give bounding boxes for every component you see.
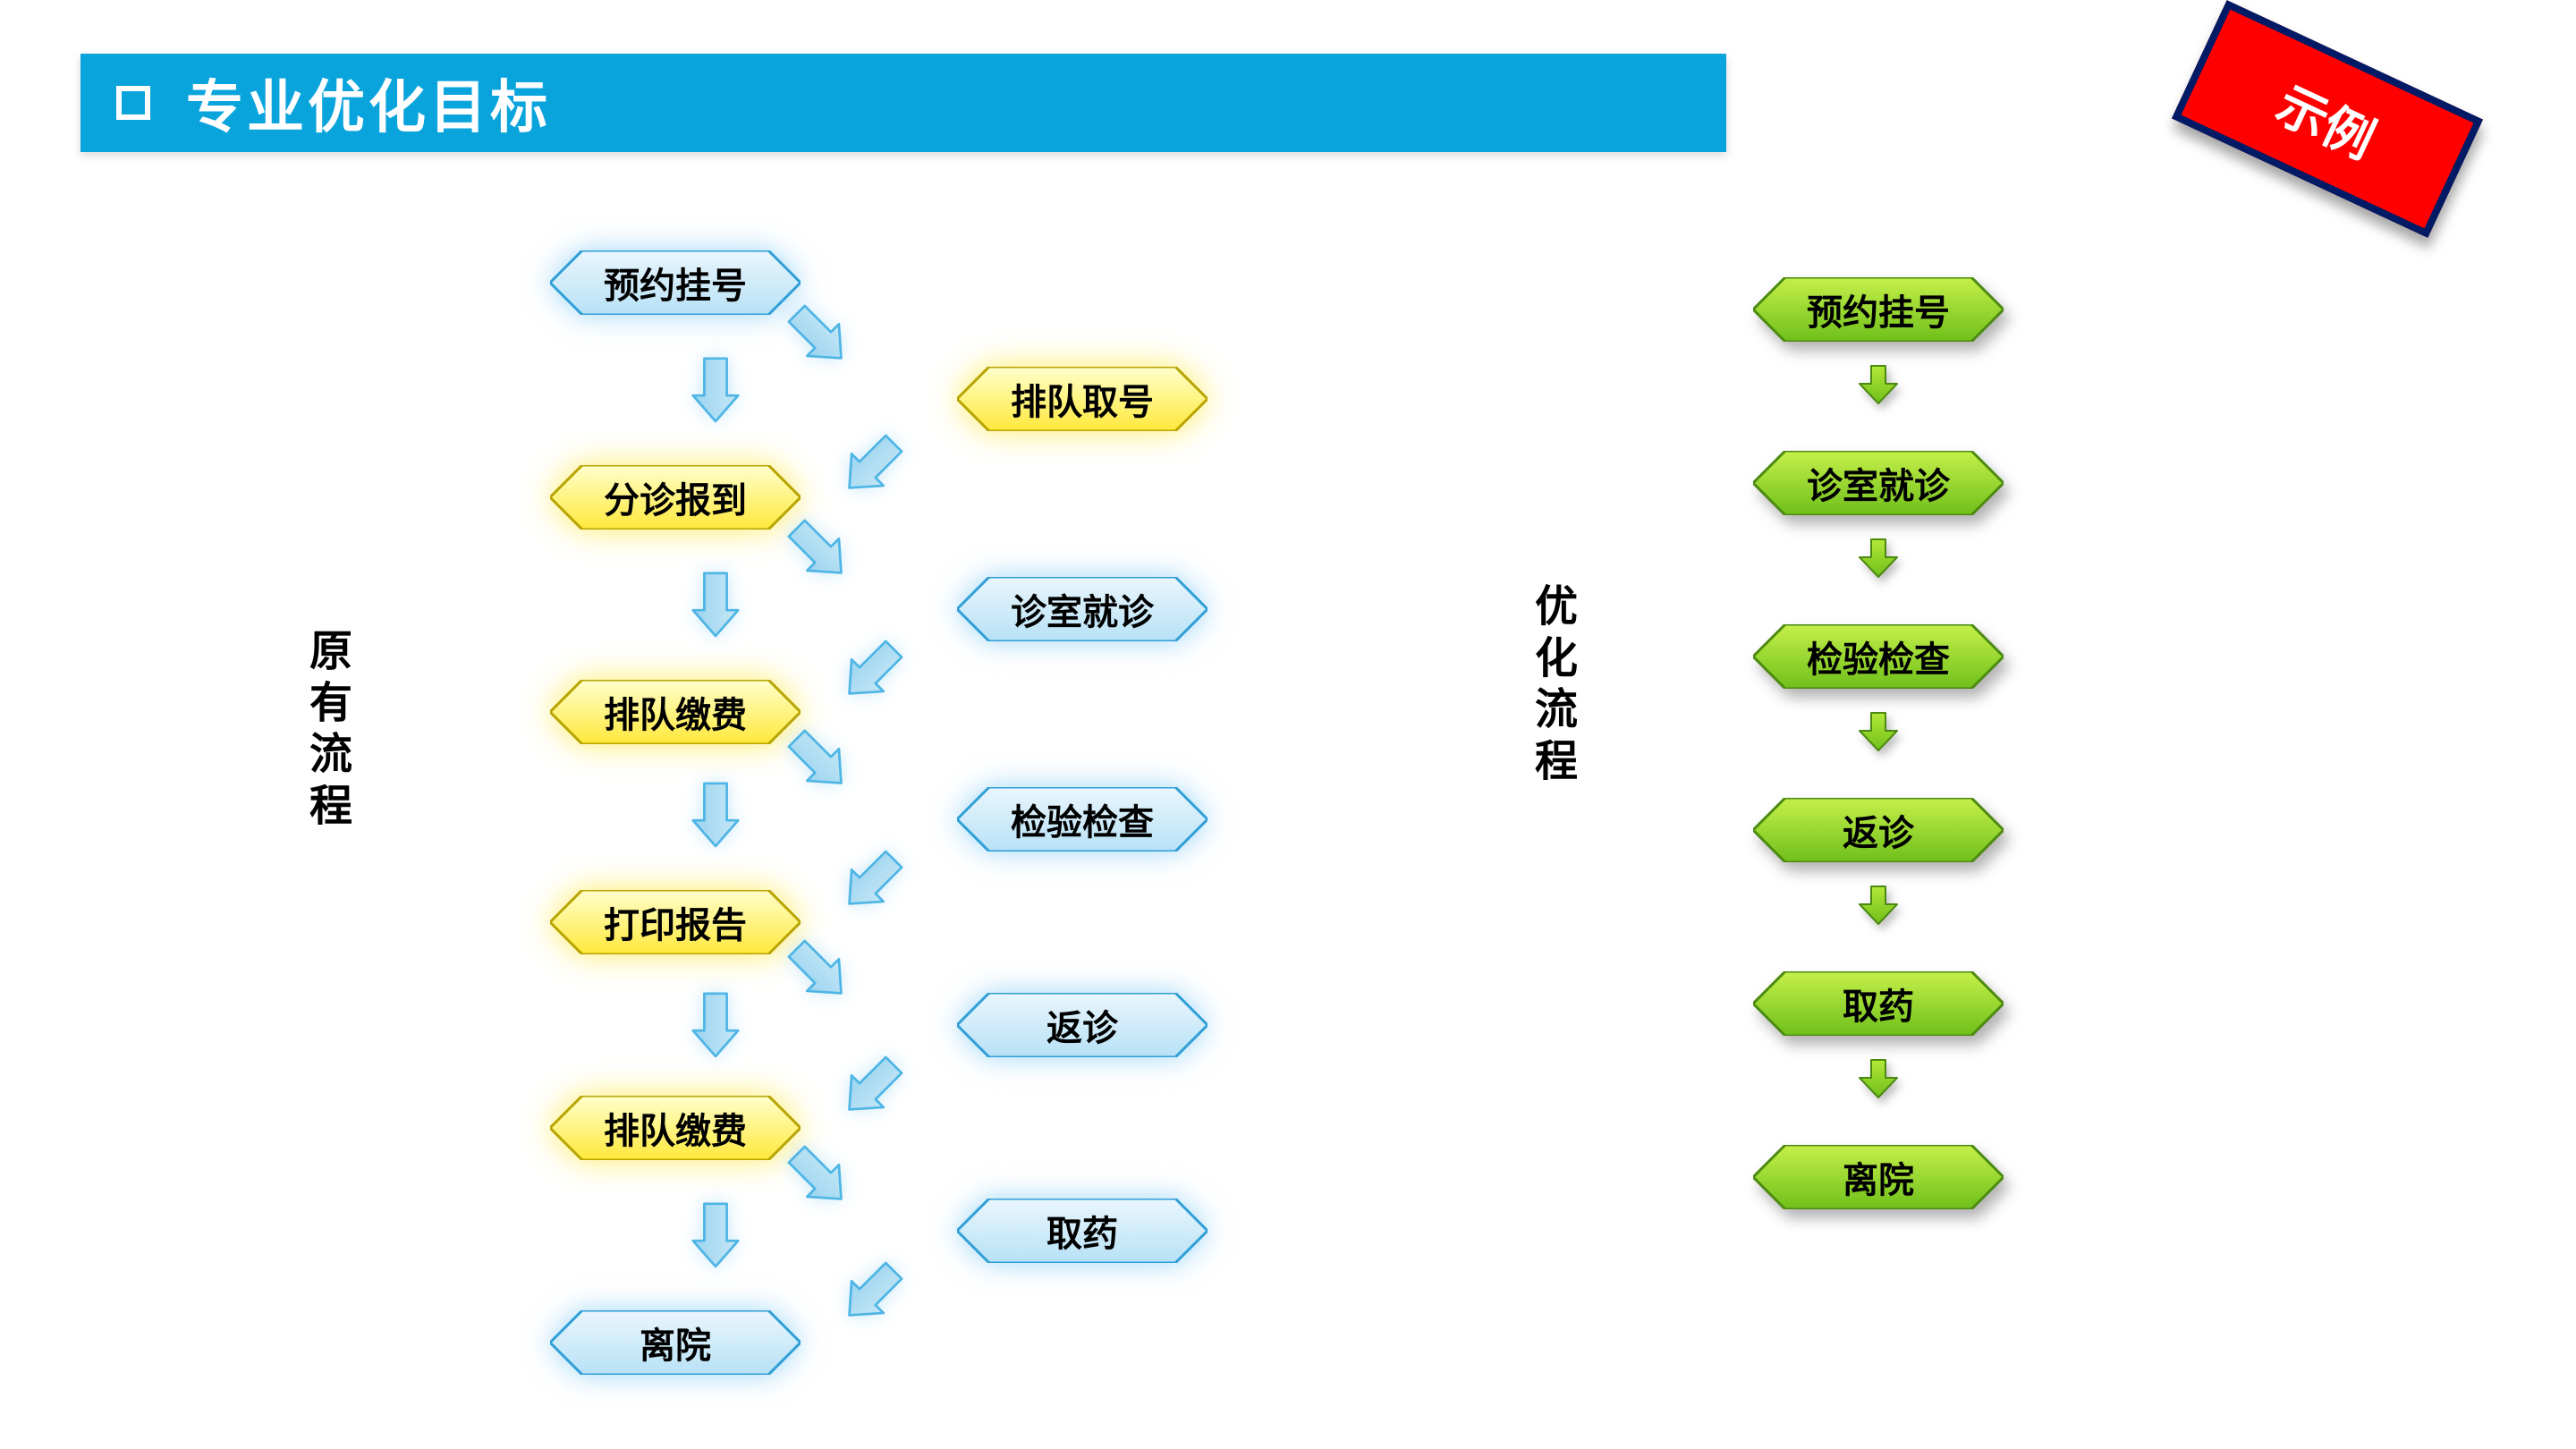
green-down-arrow-icon: [1856, 362, 1901, 407]
left-flow-node: 分诊报到: [550, 465, 801, 530]
left-flow-node-label: 预约挂号: [604, 257, 747, 309]
left-flow-node-label: 排队缴费: [604, 1102, 747, 1154]
right-flow-node-label: 取药: [1843, 978, 1914, 1030]
right-flow-node: 离院: [1753, 1145, 2004, 1209]
flow-arrow-icon: [832, 425, 912, 505]
left-flow-node-label: 分诊报到: [604, 471, 747, 523]
title-bar: 专业优化目标: [80, 54, 1726, 152]
right-flow-node-label: 离院: [1843, 1151, 1914, 1203]
left-flow-node: 诊室就诊: [957, 577, 1208, 641]
flow-arrow-icon: [778, 720, 859, 801]
flow-arrow-icon: [675, 349, 756, 429]
left-flow-node-label: 排队缴费: [604, 686, 747, 738]
left-flow-node: 取药: [957, 1199, 1208, 1263]
left-flow-node: 预约挂号: [550, 250, 801, 315]
left-flow-node: 排队缴费: [550, 1096, 801, 1160]
example-badge-wrap: 示例: [2172, 0, 2483, 238]
flow-arrow-icon: [675, 984, 756, 1064]
left-flow-node: 返诊: [957, 993, 1208, 1057]
left-flow-node-label: 返诊: [1046, 999, 1118, 1051]
left-flow-node: 打印报告: [550, 890, 801, 954]
right-flow-node: 预约挂号: [1753, 277, 2004, 342]
flow-arrow-icon: [675, 774, 756, 854]
left-flow-node-label: 检验检查: [1011, 793, 1154, 845]
left-flow-node: 排队取号: [957, 367, 1208, 431]
flow-arrow-icon: [832, 1046, 912, 1127]
left-flow-node: 检验检查: [957, 787, 1208, 852]
example-badge-label: 示例: [2267, 65, 2388, 174]
green-down-arrow-icon: [1856, 883, 1901, 928]
right-flow-node-label: 返诊: [1843, 804, 1914, 856]
flow-arrow-icon: [832, 631, 912, 711]
green-down-arrow-icon: [1856, 536, 1901, 580]
right-flow-node-label: 预约挂号: [1807, 284, 1950, 335]
left-flow-node-label: 排队取号: [1011, 373, 1154, 425]
left-flow-node-label: 离院: [640, 1317, 711, 1368]
right-flow-node: 检验检查: [1753, 624, 2004, 689]
flow-arrow-icon: [832, 1252, 912, 1333]
flow-arrow-icon: [778, 510, 859, 590]
flow-arrow-icon: [778, 930, 859, 1011]
flow-arrow-icon: [832, 841, 912, 921]
left-flow-node-label: 取药: [1046, 1205, 1118, 1257]
right-flow-node: 返诊: [1753, 798, 2004, 862]
left-flow-node: 排队缴费: [550, 680, 801, 744]
title-bullet-icon: [116, 86, 150, 120]
left-flow-node-label: 打印报告: [604, 896, 747, 948]
left-flow-node: 离院: [550, 1310, 801, 1375]
left-flow-node-label: 诊室就诊: [1011, 583, 1154, 635]
green-down-arrow-icon: [1856, 1056, 1901, 1101]
right-flow-node: 取药: [1753, 971, 2004, 1036]
left-section-label: 原有流程: [304, 626, 358, 832]
flow-arrow-icon: [675, 1194, 756, 1275]
right-flow-node-label: 诊室就诊: [1807, 457, 1950, 509]
flow-arrow-icon: [675, 564, 756, 644]
flow-arrow-icon: [778, 1136, 859, 1216]
right-flow-node-label: 检验检查: [1807, 631, 1950, 682]
right-section-label: 优化流程: [1530, 581, 1583, 787]
flow-arrow-icon: [778, 295, 859, 376]
page-title: 专业优化目标: [186, 62, 551, 144]
example-badge: 示例: [2172, 0, 2483, 238]
right-flow-node: 诊室就诊: [1753, 451, 2004, 515]
green-down-arrow-icon: [1856, 709, 1901, 754]
